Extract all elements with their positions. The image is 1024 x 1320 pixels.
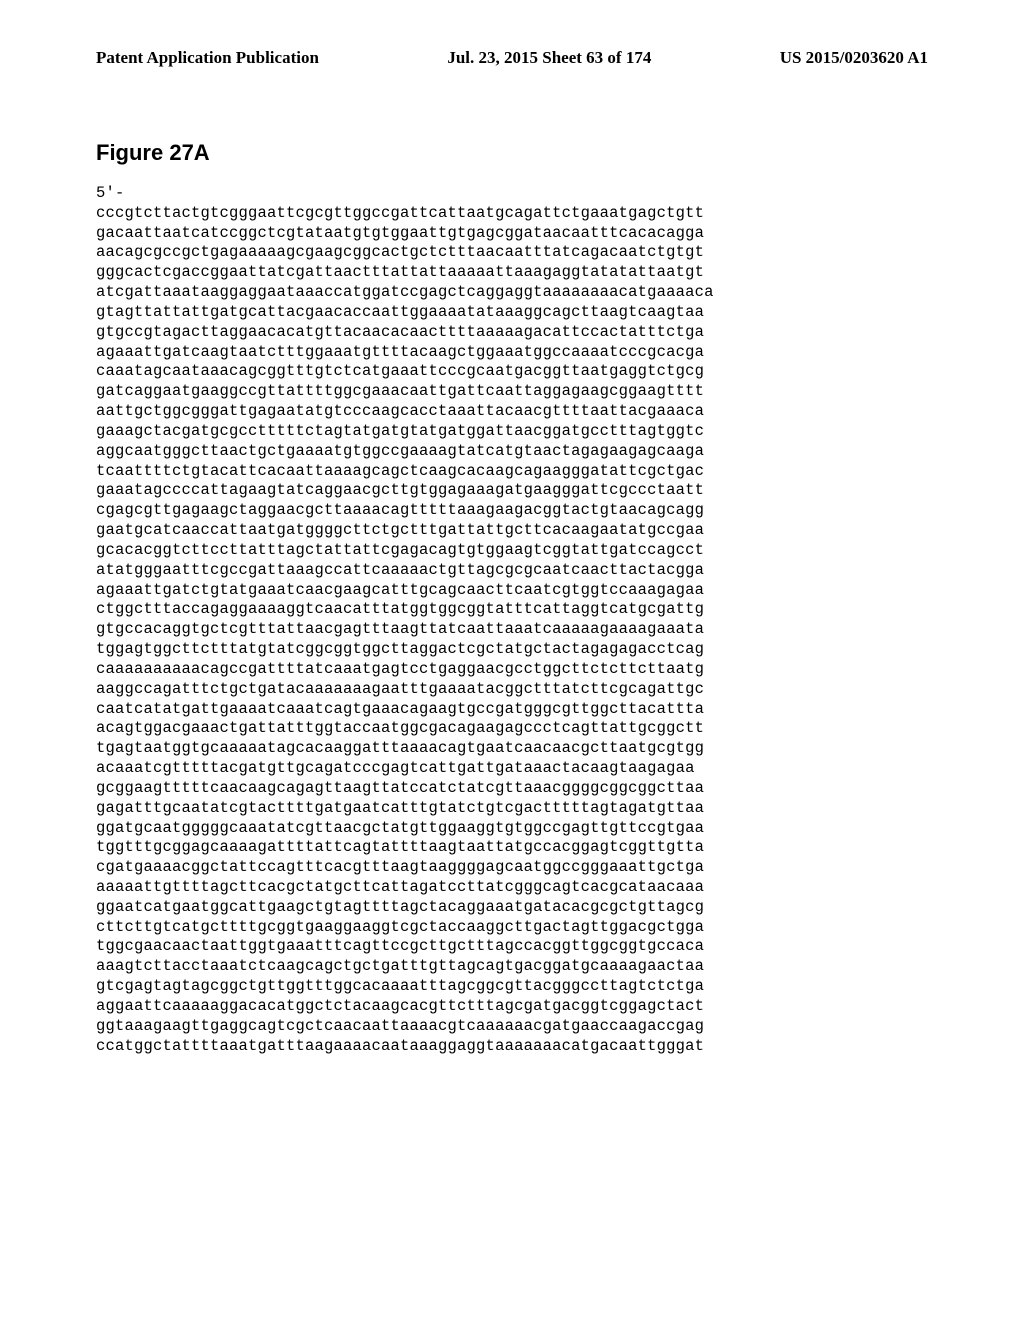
- header-right: US 2015/0203620 A1: [780, 48, 928, 68]
- header-center: Jul. 23, 2015 Sheet 63 of 174: [447, 48, 651, 68]
- sequence-block: 5'- cccgtcttactgtcgggaattcgcgttggccgattc…: [96, 184, 928, 1056]
- figure-title: Figure 27A: [96, 140, 928, 166]
- header-left: Patent Application Publication: [96, 48, 319, 68]
